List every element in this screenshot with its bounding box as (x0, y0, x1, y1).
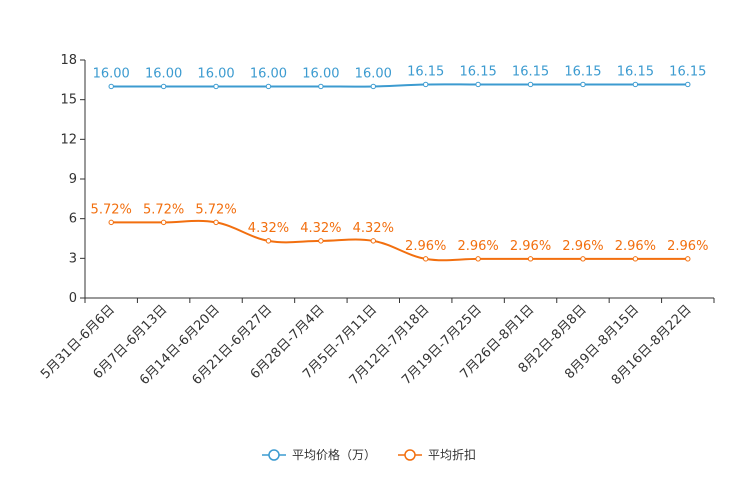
data-point[interactable] (527, 81, 534, 88)
y-tick-label: 18 (60, 53, 77, 68)
legend: 平均价格（万） 平均折扣 (262, 447, 476, 462)
y-tick-label: 6 (69, 212, 77, 227)
data-point[interactable] (423, 256, 429, 262)
y-tick-label: 3 (69, 251, 77, 266)
data-label: 16.00 (355, 66, 392, 81)
data-point[interactable] (423, 81, 429, 88)
series-layer: 16.00 16.00 16.00 16.00 16.00 16.00 16.15 16.15… (91, 64, 708, 262)
legend-item-1[interactable]: 平均价格（万） (262, 447, 376, 462)
data-point[interactable] (632, 256, 639, 262)
data-point[interactable] (108, 83, 114, 90)
data-label: 16.15 (669, 64, 706, 79)
data-label: 2.96% (667, 239, 708, 254)
data-point[interactable] (318, 83, 324, 90)
data-label: 5.72% (143, 202, 184, 217)
data-label: 2.96% (615, 239, 656, 254)
data-label: 2.96% (510, 239, 551, 254)
y-tick-label: 9 (69, 172, 77, 187)
data-point[interactable] (527, 256, 534, 262)
data-label: 16.15 (512, 64, 549, 79)
data-label: 16.15 (407, 64, 444, 79)
data-point[interactable] (370, 83, 376, 90)
legend-item-2[interactable]: 平均折扣 (398, 447, 476, 462)
series-line (111, 83, 688, 88)
data-point[interactable] (160, 83, 167, 90)
data-label: 4.32% (353, 221, 394, 236)
legend-label: 平均价格（万） (292, 447, 376, 462)
data-label: 2.96% (405, 239, 446, 254)
y-tick-label: 0 (69, 291, 77, 306)
series-line (111, 219, 688, 262)
data-point[interactable] (213, 83, 219, 90)
data-point[interactable] (108, 219, 114, 226)
data-point[interactable] (265, 83, 272, 90)
data-label: 16.00 (250, 66, 287, 81)
data-label: 16.00 (197, 66, 234, 81)
data-point[interactable] (685, 81, 691, 88)
data-point[interactable] (475, 256, 481, 262)
data-point[interactable] (632, 81, 639, 88)
data-label: 16.00 (302, 66, 339, 81)
data-point[interactable] (265, 238, 272, 244)
data-point[interactable] (580, 81, 586, 88)
data-label: 16.15 (564, 64, 601, 79)
data-label: 4.32% (248, 221, 289, 236)
series-1: 16.00 16.00 16.00 16.00 16.00 16.00 16.15 16.15… (93, 64, 706, 90)
legend-marker-icon (404, 449, 416, 461)
data-point[interactable] (580, 256, 586, 262)
data-point[interactable] (685, 256, 691, 262)
x-axis: 5月31日-6月6日6月7日-6月13日6月14日-6月20日6月21日-6月2… (38, 297, 715, 388)
legend-label: 平均折扣 (428, 447, 476, 462)
data-point[interactable] (370, 238, 376, 244)
data-point[interactable] (475, 81, 481, 88)
series-2: 5.72% 5.72% 5.72% 4.32% 4.32% 4.32% 2.96% 2.96%… (91, 202, 708, 262)
data-label: 16.15 (460, 64, 497, 79)
legend-marker-icon (268, 449, 280, 461)
y-tick-label: 15 (60, 93, 77, 108)
data-label: 16.15 (617, 64, 654, 79)
y-tick-label: 12 (60, 132, 77, 147)
data-label: 2.96% (562, 239, 603, 254)
data-label: 5.72% (195, 202, 236, 217)
data-label: 4.32% (300, 221, 341, 236)
data-label: 16.00 (93, 66, 130, 81)
data-label: 5.72% (91, 202, 132, 217)
data-label: 2.96% (457, 239, 498, 254)
data-point[interactable] (318, 238, 324, 244)
data-label: 16.00 (145, 66, 182, 81)
data-point[interactable] (160, 219, 167, 226)
data-point[interactable] (213, 219, 219, 226)
y-axis: 0 3 6 9 12 15 18 (60, 53, 86, 306)
